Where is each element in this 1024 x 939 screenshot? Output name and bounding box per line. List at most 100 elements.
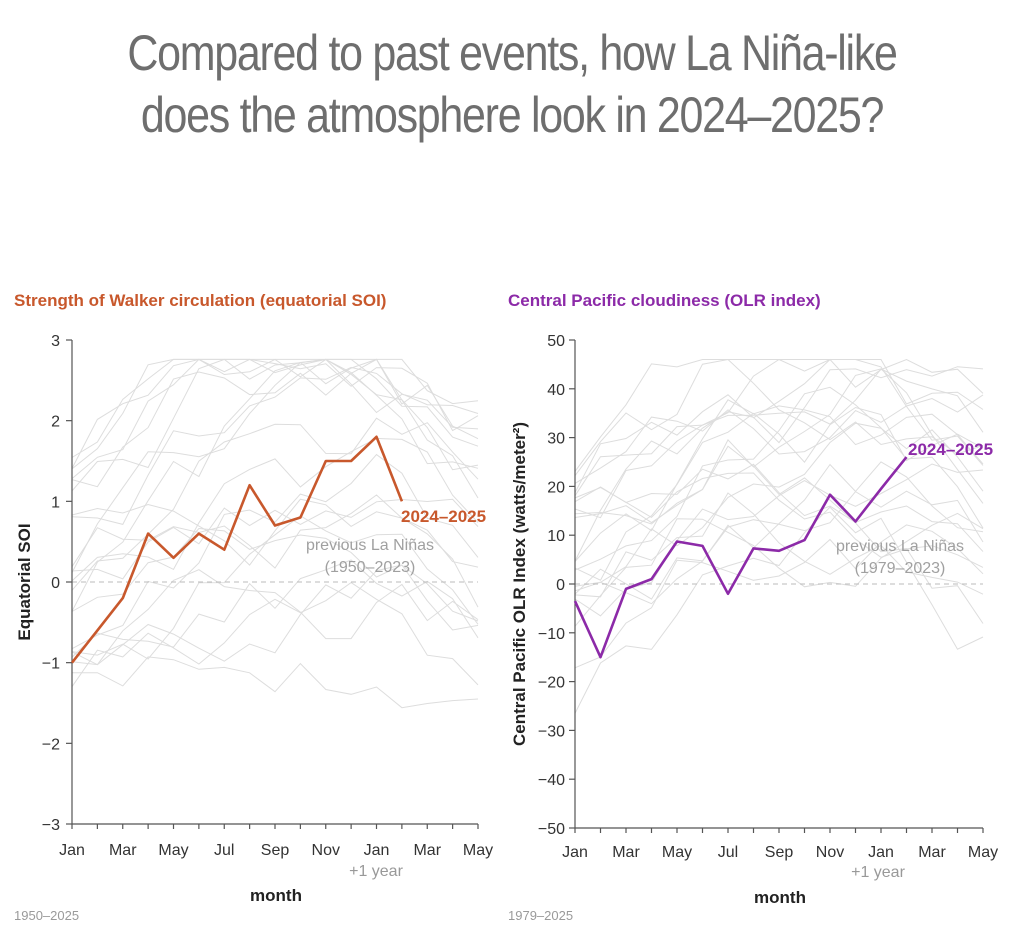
soi-previous-event-line xyxy=(71,527,479,622)
olr-y-axis-title: Central Pacific OLR Index (watts/meter²) xyxy=(510,422,529,746)
olr-y-tick-label: 10 xyxy=(547,528,565,545)
soi-panel: Strength of Walker circulation (equatori… xyxy=(14,291,493,923)
soi-x-tick-label: Jan xyxy=(59,842,85,859)
olr-previous-event-line xyxy=(574,422,984,592)
soi-previous-event-line xyxy=(71,358,479,488)
soi-next-year-label: +1 year xyxy=(349,863,403,880)
soi-y-tick-label: 1 xyxy=(51,494,60,511)
soi-y-tick-label: 0 xyxy=(51,575,60,592)
olr-2024-2025-line xyxy=(573,456,908,659)
olr-previous-event-line xyxy=(574,366,984,562)
soi-previous-event-line xyxy=(71,494,479,569)
olr-x-axis-title: month xyxy=(754,888,806,907)
olr-y-tick-label: −20 xyxy=(538,675,565,692)
soi-previous-event-line xyxy=(71,358,479,471)
olr-y-tick-label: 0 xyxy=(556,577,565,594)
soi-previous-event-line xyxy=(72,656,479,709)
olr-x-ticks: Jan Mar May Jul Sep Nov Jan Mar May xyxy=(562,828,998,861)
soi-2024-2025-line xyxy=(70,435,404,664)
soi-previous-event-line xyxy=(71,498,479,608)
olr-background-annotation-line-2: (1979–2023) xyxy=(855,560,946,577)
soi-x-tick-label: Mar xyxy=(109,842,137,859)
olr-x-tick-label: Jul xyxy=(718,844,738,861)
soi-previous-event-line xyxy=(71,358,479,492)
soi-previous-event-line xyxy=(71,358,479,612)
olr-x-tick-label: Mar xyxy=(612,844,640,861)
soi-x-tick-label: Mar xyxy=(413,842,441,859)
olr-y-ticks: 50 40 30 20 10 0 −10 −20 −30 −40 −50 xyxy=(538,333,575,838)
olr-previous-event-line xyxy=(574,524,984,669)
soi-background-annotation-line-1: previous La Niñas xyxy=(306,537,434,554)
title-line-2: does the atmosphere look in 2024–2025? xyxy=(140,87,885,143)
olr-previous-event-line xyxy=(574,445,984,624)
soi-background-annotation-line-2: (1950–2023) xyxy=(325,559,416,576)
soi-previous-la-nina-lines xyxy=(71,358,479,709)
soi-previous-event-line xyxy=(71,569,479,666)
soi-previous-event-line xyxy=(71,358,479,479)
soi-x-tick-label: Jan xyxy=(364,842,390,859)
soi-source-years: 1950–2025 xyxy=(14,908,79,923)
olr-previous-event-line xyxy=(574,492,984,598)
olr-y-tick-label: 40 xyxy=(547,382,565,399)
soi-series-label: 2024–2025 xyxy=(401,507,486,526)
olr-x-tick-label: May xyxy=(968,844,998,861)
soi-x-ticks: Jan Mar May Jul Sep Nov Jan Mar May xyxy=(59,824,493,859)
olr-y-tick-label: −10 xyxy=(538,626,565,643)
olr-next-year-label: +1 year xyxy=(851,864,905,881)
soi-y-tick-label: 3 xyxy=(51,333,60,350)
olr-previous-event-line xyxy=(574,399,984,562)
olr-y-tick-label: −50 xyxy=(538,821,565,838)
olr-previous-event-line xyxy=(574,394,984,484)
page-title: Compared to past events, how La Niña-lik… xyxy=(72,22,953,146)
soi-previous-event-line xyxy=(71,358,479,470)
soi-y-tick-label: 2 xyxy=(51,414,60,431)
olr-previous-event-line xyxy=(574,472,984,568)
title-line-1: Compared to past events, how La Niña-lik… xyxy=(127,25,898,81)
olr-x-tick-label: Nov xyxy=(816,844,844,861)
olr-previous-event-line xyxy=(574,506,984,714)
soi-previous-event-line xyxy=(71,564,479,666)
olr-source-years: 1979–2025 xyxy=(508,908,573,923)
olr-x-tick-label: Mar xyxy=(918,844,946,861)
soi-y-tick-label: −3 xyxy=(42,817,60,834)
olr-y-tick-label: 30 xyxy=(547,431,565,448)
soi-previous-event-line xyxy=(71,366,479,525)
olr-series-label: 2024–2025 xyxy=(908,440,993,459)
soi-previous-event-line xyxy=(71,581,479,687)
olr-previous-event-line xyxy=(574,359,984,519)
soi-y-tick-label: −1 xyxy=(42,656,60,673)
soi-x-tick-label: Sep xyxy=(261,842,290,859)
olr-previous-la-nina-lines xyxy=(574,358,984,714)
olr-previous-event-line xyxy=(574,368,984,525)
soi-previous-event-line xyxy=(71,417,479,591)
olr-previous-event-line xyxy=(574,359,984,493)
olr-previous-event-line xyxy=(574,463,984,617)
soi-y-ticks: 3 2 1 0 −1 −2 −3 xyxy=(42,333,72,834)
olr-previous-event-line xyxy=(574,512,984,627)
soi-previous-event-line xyxy=(71,515,479,660)
soi-previous-event-line xyxy=(71,453,479,650)
soi-x-tick-label: Nov xyxy=(312,842,340,859)
olr-previous-event-line xyxy=(574,461,984,605)
soi-panel-title: Strength of Walker circulation (equatori… xyxy=(14,291,386,310)
olr-y-tick-label: 50 xyxy=(547,333,565,350)
soi-x-tick-label: May xyxy=(463,842,493,859)
soi-y-axis-title: Equatorial SOI xyxy=(15,523,34,640)
soi-y-tick-label: −2 xyxy=(42,736,60,753)
soi-previous-event-line xyxy=(71,358,479,469)
olr-y-tick-label: −30 xyxy=(538,723,565,740)
soi-x-axis-title: month xyxy=(250,886,302,905)
olr-previous-event-line xyxy=(574,463,984,552)
olr-y-tick-label: 20 xyxy=(547,479,565,496)
olr-x-tick-label: May xyxy=(662,844,692,861)
olr-background-annotation-line-1: previous La Niñas xyxy=(836,538,964,555)
olr-y-tick-label: −40 xyxy=(538,772,565,789)
olr-previous-event-line xyxy=(574,490,984,600)
olr-x-tick-label: Sep xyxy=(765,844,794,861)
soi-previous-event-line xyxy=(71,358,479,573)
soi-x-tick-label: May xyxy=(158,842,188,859)
olr-previous-event-line xyxy=(574,358,984,477)
olr-previous-event-line xyxy=(574,368,984,497)
olr-x-tick-label: Jan xyxy=(868,844,894,861)
